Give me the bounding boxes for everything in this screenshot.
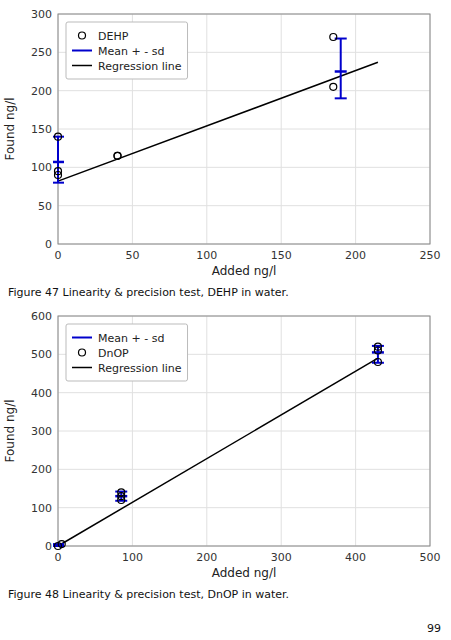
legend-box bbox=[66, 324, 188, 381]
legend-label: Mean + - sd bbox=[98, 332, 164, 345]
grid-line bbox=[58, 507, 430, 508]
x-tick-label: 50 bbox=[125, 249, 139, 262]
legend: Mean + - sd DnOP Regression line bbox=[66, 324, 188, 381]
scatter-point bbox=[118, 489, 125, 496]
error-bar bbox=[372, 346, 384, 363]
x-tick-label: 150 bbox=[271, 249, 292, 262]
legend-label: DEHP bbox=[98, 30, 129, 43]
plot-frame bbox=[58, 316, 430, 546]
chart: 0 50 100 150 200 250 0 50 100 150 200 250 300 Added n… bbox=[3, 8, 441, 299]
y-tick-label: 400 bbox=[31, 387, 52, 400]
legend-swatch bbox=[72, 337, 92, 339]
figure-caption: Figure 48 Linearity & precision test, Dn… bbox=[8, 588, 289, 601]
x-tick-label: 300 bbox=[271, 551, 292, 564]
scatter-point bbox=[114, 152, 121, 159]
scatter-point bbox=[330, 34, 337, 41]
error-bar-cap bbox=[53, 182, 64, 184]
regression-line bbox=[58, 358, 378, 546]
x-axis-label: Added ng/l bbox=[212, 566, 277, 580]
legend: DEHP Mean + - sd Regression line bbox=[66, 22, 188, 79]
grid-line bbox=[58, 167, 430, 168]
scatter-point bbox=[114, 152, 121, 159]
legend-swatch bbox=[72, 367, 92, 369]
legend-label: Regression line bbox=[98, 60, 182, 73]
x-tick-label: 200 bbox=[345, 249, 366, 262]
y-tick-label: 600 bbox=[31, 310, 52, 323]
y-tick-label: 0 bbox=[45, 238, 52, 251]
error-bar bbox=[53, 137, 64, 183]
x-tick-label: 200 bbox=[196, 551, 217, 564]
mean-mark bbox=[372, 351, 384, 354]
y-axis-label: Found ng/l bbox=[3, 97, 17, 160]
x-tick-label: 0 bbox=[55, 551, 62, 564]
y-tick-label: 100 bbox=[31, 161, 52, 174]
page: 0 50 100 150 200 250 0 50 100 150 200 250 300 Added n… bbox=[0, 0, 451, 640]
grid-line bbox=[58, 431, 430, 432]
y-tick-label: 250 bbox=[31, 46, 52, 59]
x-tick-label: 100 bbox=[122, 551, 143, 564]
plot-area bbox=[53, 343, 384, 549]
y-tick-label: 500 bbox=[31, 348, 52, 361]
error-bar-stem bbox=[340, 39, 342, 99]
scatter-point bbox=[58, 541, 65, 548]
scatter-point bbox=[55, 172, 62, 179]
legend-label: Mean + - sd bbox=[98, 45, 164, 58]
grid-line bbox=[58, 129, 430, 130]
figure-caption: Figure 47 Linearity & precision test, DE… bbox=[8, 286, 289, 299]
plot-area bbox=[53, 34, 378, 183]
legend-box bbox=[66, 22, 188, 79]
legend-swatch bbox=[79, 32, 86, 39]
plot-frame bbox=[58, 14, 430, 244]
y-axis-label: Found ng/l bbox=[3, 399, 17, 462]
legend-swatch bbox=[72, 65, 92, 67]
legend-label: DnOP bbox=[98, 347, 129, 360]
mean-mark bbox=[335, 70, 347, 73]
error-bar-stem bbox=[57, 137, 59, 183]
grid-line bbox=[58, 205, 430, 206]
x-tick-label: 250 bbox=[420, 249, 441, 262]
y-tick-label: 200 bbox=[31, 463, 52, 476]
error-bar-cap bbox=[335, 97, 347, 99]
legend-swatch bbox=[72, 50, 92, 52]
legend-swatch bbox=[79, 349, 86, 356]
scatter-point bbox=[374, 359, 381, 366]
x-tick-label: 500 bbox=[420, 551, 441, 564]
y-tick-label: 300 bbox=[31, 8, 52, 21]
x-tick-label: 0 bbox=[55, 249, 62, 262]
x-tick-label: 100 bbox=[196, 249, 217, 262]
scatter-point bbox=[374, 343, 381, 350]
y-tick-label: 300 bbox=[31, 425, 52, 438]
y-tick-label: 150 bbox=[31, 123, 52, 136]
grid-line bbox=[58, 392, 430, 393]
legend-label: Regression line bbox=[98, 362, 182, 375]
error-bar bbox=[335, 39, 347, 99]
y-tick-label: 100 bbox=[31, 502, 52, 515]
scatter-point bbox=[330, 83, 337, 90]
grid-line bbox=[58, 90, 430, 91]
y-tick-label: 0 bbox=[45, 540, 52, 553]
y-tick-label: 200 bbox=[31, 85, 52, 98]
scatter-point bbox=[55, 133, 62, 140]
mean-mark bbox=[53, 161, 64, 164]
y-tick-label: 50 bbox=[38, 200, 52, 213]
x-axis-label: Added ng/l bbox=[212, 264, 277, 278]
page-number: 99 bbox=[427, 622, 441, 635]
grid-line bbox=[58, 469, 430, 470]
regression-line bbox=[58, 62, 378, 181]
error-bar-cap bbox=[372, 362, 384, 364]
x-tick-label: 400 bbox=[345, 551, 366, 564]
chart: 0 100 200 300 400 500 0 100 200 300 400 500 600 Added… bbox=[3, 310, 441, 601]
